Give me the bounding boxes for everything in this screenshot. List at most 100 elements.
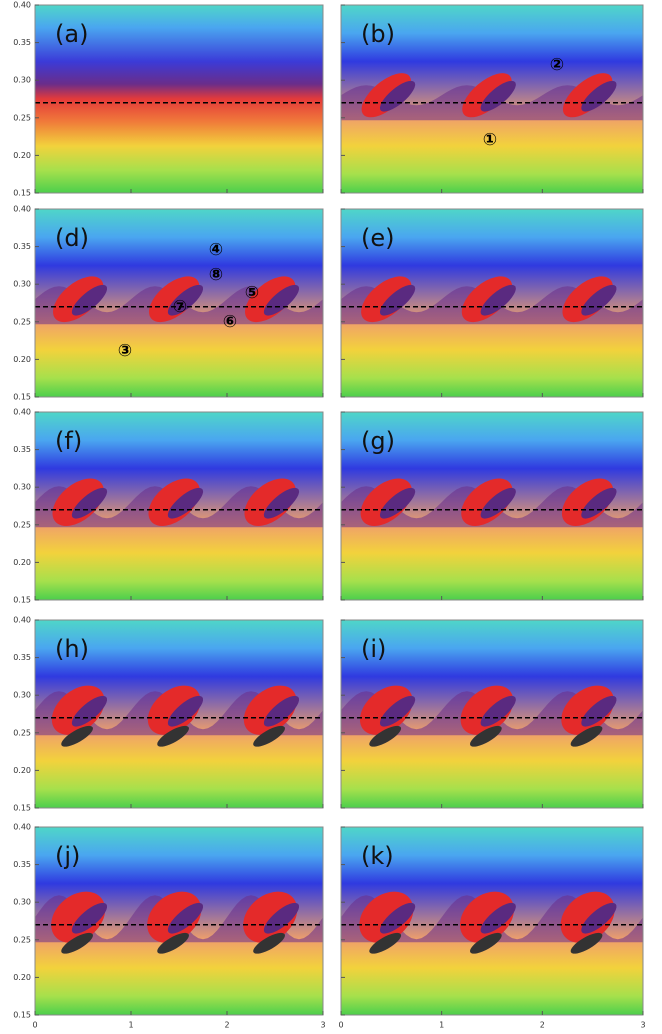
vortex-core [71, 487, 108, 519]
y-tick-label: 0.25 [13, 520, 31, 529]
y-tick-label: 0.30 [13, 483, 31, 492]
vortex-core [263, 487, 300, 519]
panel: (g) [340, 411, 644, 601]
y-tick-label: 0.40 [13, 408, 31, 417]
vortex-core [379, 487, 416, 519]
vortex-core [71, 695, 108, 727]
vortex [360, 478, 413, 526]
annotation: ⑦ [173, 297, 187, 317]
vortex-core [379, 695, 416, 727]
annotation: ① [483, 130, 497, 150]
y-tick-label: 0.15 [13, 596, 31, 605]
vortex-core [61, 725, 93, 747]
x-tick-label: 0 [338, 1021, 343, 1030]
vortex-core [71, 284, 108, 316]
y-tick-label: 0.15 [13, 393, 31, 402]
panel: (i) [340, 619, 644, 809]
y-tick-label: 0.25 [13, 317, 31, 326]
panel-frame [340, 208, 644, 398]
x-tick-label: 3 [320, 1021, 325, 1030]
vortex-core [379, 80, 416, 112]
vortex-core [167, 487, 204, 519]
y-tick-label: 0.30 [13, 898, 31, 907]
vortex-core [157, 932, 189, 954]
x-tick-label: 1 [439, 1021, 444, 1030]
y-tick-label: 0.40 [13, 823, 31, 832]
vortex-core [480, 902, 516, 934]
vortex-core [581, 80, 617, 112]
y-tick-label: 0.30 [13, 76, 31, 85]
y-tick-label: 0.30 [13, 691, 31, 700]
panel: (d) 0.40 0.35 0.30 0.25 0.20 0.15 ④ ⑧ ⑤ ⑦ ⑥ ③ [13, 205, 324, 402]
vortex [462, 73, 512, 118]
y-tick-label: 0.35 [13, 653, 31, 662]
panel: (f) 0.40 0.35 0.30 0.25 0.20 0.15 [13, 408, 324, 605]
y-tick-label: 0.35 [13, 860, 31, 869]
y-tick-label: 0.40 [13, 1, 31, 10]
vortex [561, 685, 614, 735]
panel-frame [340, 826, 644, 1016]
vortex-core [253, 932, 285, 954]
y-tick-label: 0.35 [13, 38, 31, 47]
panel-label: (k) [361, 842, 394, 870]
panel: (j) 0.40 0.35 0.30 0.25 0.20 0.150 1 2 3 [13, 823, 325, 1030]
x-tick-label: 2 [540, 1021, 545, 1030]
panel-label: (a) [55, 20, 88, 48]
vortex-core [570, 725, 603, 747]
panel-label: (d) [55, 224, 89, 252]
annotation: ② [550, 55, 564, 75]
vortex-core [369, 932, 402, 954]
annotation: ⑥ [223, 312, 237, 332]
vortex [244, 478, 296, 526]
vortex-core [167, 284, 204, 316]
vortex [361, 73, 411, 118]
panel: (a) 0.40 0.35 0.30 0.25 0.20 0.15 [13, 1, 324, 198]
vortex-core [263, 695, 300, 727]
vortex [53, 276, 104, 323]
panel-frame [340, 619, 644, 809]
y-tick-label: 0.25 [13, 728, 31, 737]
vortex [51, 685, 105, 735]
panel-frame [34, 619, 324, 809]
vortex [148, 478, 200, 526]
y-tick-label: 0.20 [13, 151, 31, 160]
y-tick-label: 0.40 [13, 616, 31, 625]
y-tick-label: 0.15 [13, 1011, 31, 1020]
x-tick-label: 3 [640, 1021, 645, 1030]
vortex [359, 685, 413, 735]
vortex [149, 276, 200, 323]
vortex-core [71, 902, 108, 934]
vortex-core [263, 902, 300, 934]
panel: (h) 0.40 0.35 0.30 0.25 0.20 0.15 [13, 616, 324, 813]
x-tick-label: 0 [32, 1021, 37, 1030]
vortex [461, 276, 513, 323]
annotation: ⑧ [209, 265, 223, 285]
vortex [147, 891, 202, 943]
vortex-core [581, 284, 617, 316]
vortex-core [480, 284, 516, 316]
panel-frame [34, 4, 324, 194]
panel-frame [34, 826, 324, 1016]
vortex [147, 685, 201, 735]
vortex [562, 73, 613, 118]
panel-background [35, 5, 323, 193]
vortex-core [253, 725, 285, 747]
x-tick-label: 1 [128, 1021, 133, 1030]
y-tick-label: 0.35 [13, 242, 31, 251]
panel-label: (b) [361, 20, 395, 48]
vortex-core [480, 695, 516, 727]
panel-label: (i) [361, 635, 386, 663]
vortex [459, 891, 514, 943]
vortex-core [480, 80, 516, 112]
vortex-core [469, 725, 502, 747]
panel-label: (e) [361, 224, 395, 252]
vortex-core [570, 932, 603, 954]
y-tick-label: 0.40 [13, 205, 31, 214]
y-tick-label: 0.35 [13, 445, 31, 454]
vortex [51, 891, 106, 943]
vortex [361, 276, 412, 323]
vortex-core [469, 932, 502, 954]
panel-frame [340, 411, 644, 601]
y-tick-label: 0.20 [13, 558, 31, 567]
